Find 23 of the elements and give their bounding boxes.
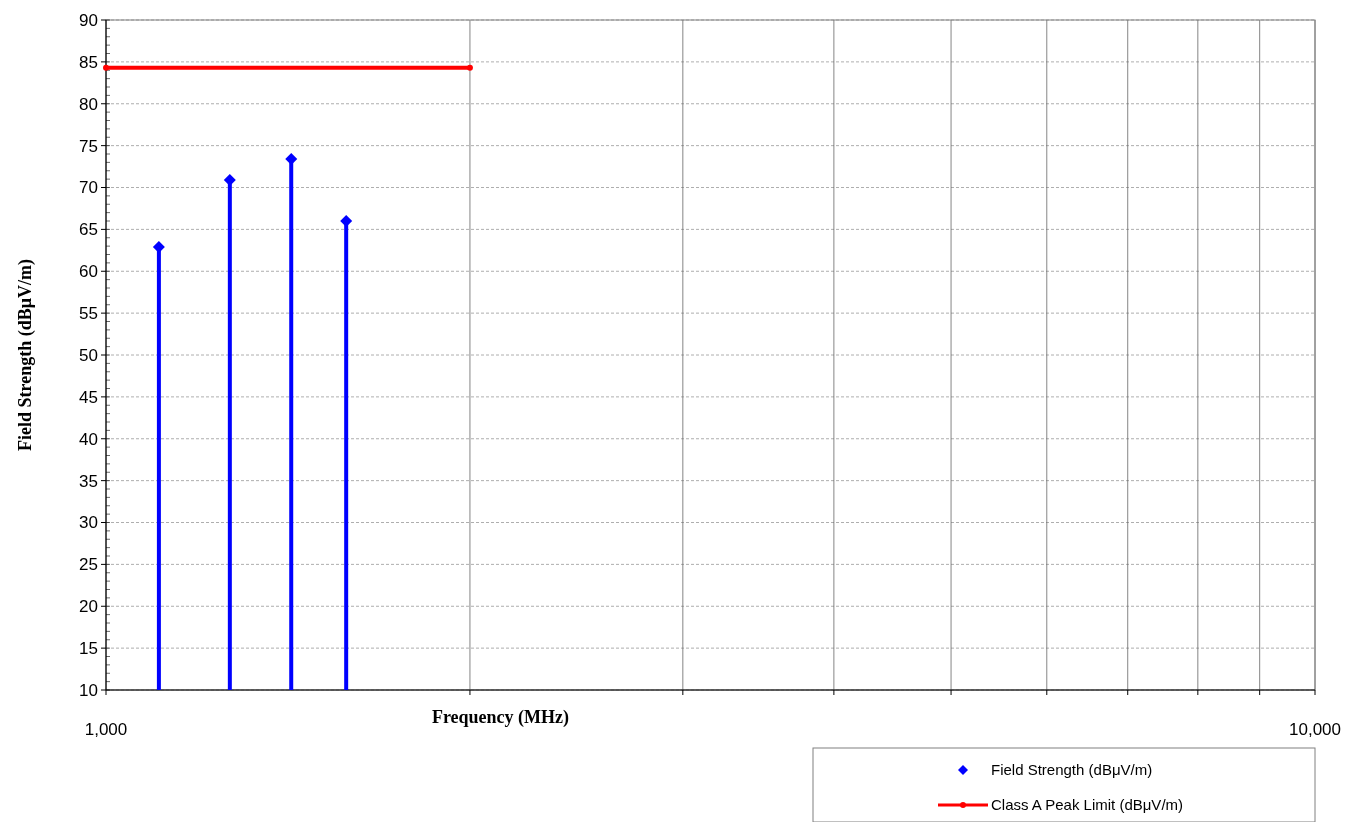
y-tick-label: 55 [79, 304, 98, 324]
y-tick-label: 50 [79, 345, 98, 365]
y-tick-label: 90 [79, 10, 98, 30]
y-axis-title: Field Strength (dBμV/m) [15, 259, 36, 451]
y-tick-label: 25 [79, 555, 98, 575]
y-tick-label: 15 [79, 639, 98, 659]
legend-label: Field Strength (dBμV/m) [991, 761, 1153, 779]
y-tick-label: 60 [79, 262, 98, 282]
y-tick-label: 70 [79, 178, 98, 198]
y-tick-label: 30 [79, 513, 98, 533]
y-tick-label: 45 [79, 387, 98, 407]
y-tick-label: 85 [79, 52, 98, 72]
x-tick-label: 1,000 [84, 720, 128, 739]
y-tick-label: 35 [79, 471, 98, 491]
x-axis-title: Frequency (MHz) [431, 707, 570, 728]
y-tick-label: 80 [79, 94, 98, 114]
legend-label: Class A Peak Limit (dBμV/m) [991, 796, 1184, 814]
y-tick-label: 75 [79, 136, 98, 156]
x-tick-label: 10,000 [1289, 720, 1341, 739]
y-tick-label: 20 [79, 597, 98, 617]
y-tick-label: 10 [79, 680, 98, 700]
y-tick-label: 65 [79, 220, 98, 240]
y-tick-label: 40 [79, 429, 98, 449]
